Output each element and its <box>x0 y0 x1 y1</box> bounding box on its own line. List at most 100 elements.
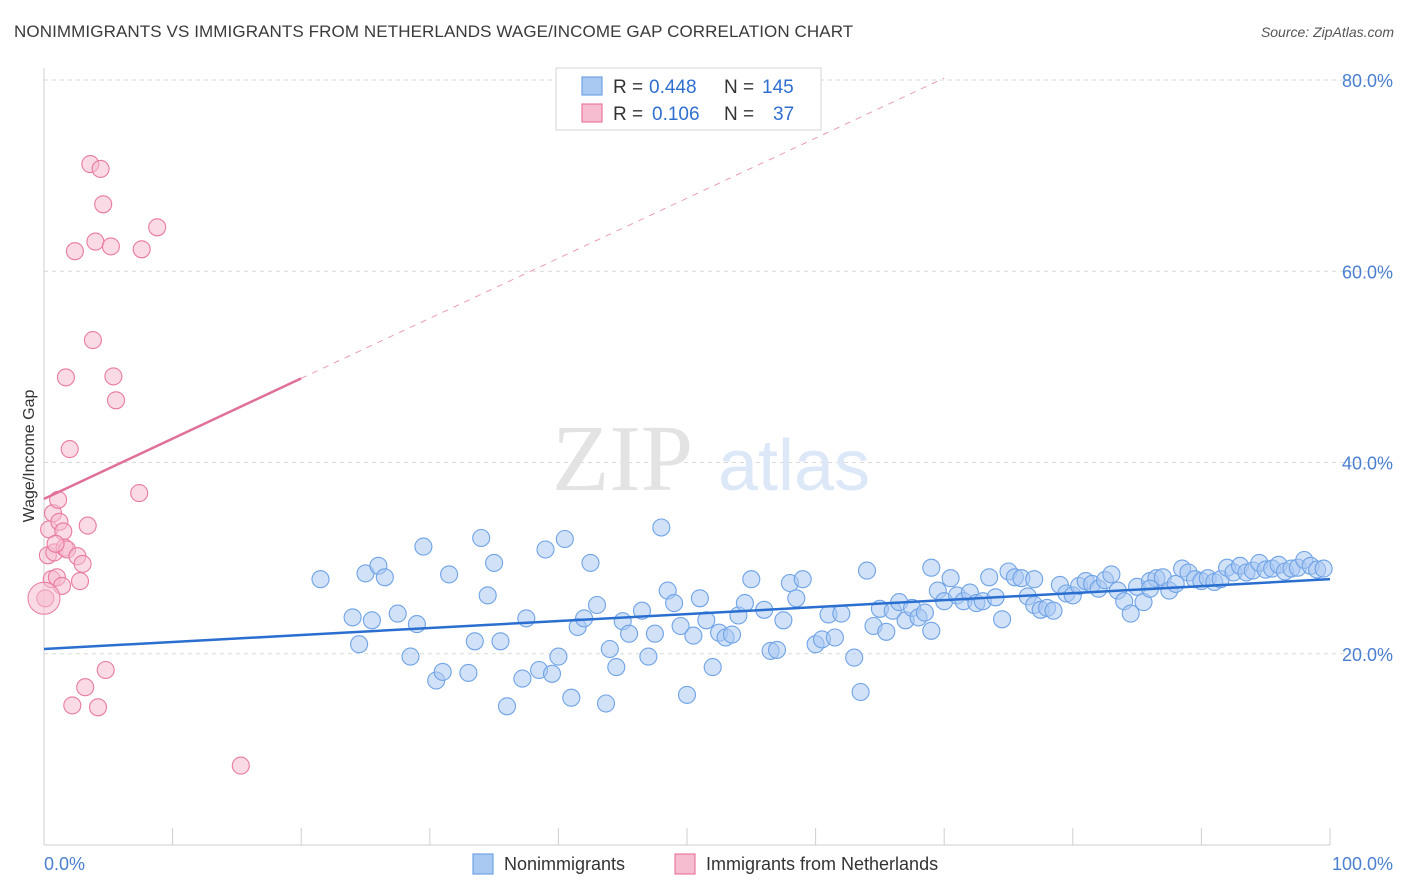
nonimmigrants-point <box>1121 604 1140 623</box>
nonimmigrants-point <box>735 594 754 613</box>
nonimmigrants-point <box>941 569 960 588</box>
nonimmigrants-point <box>877 622 896 641</box>
nonimmigrants-point <box>555 529 574 549</box>
nonimmigrants-point <box>562 688 581 707</box>
nonimmigrants-point <box>922 621 941 640</box>
legend-n-value-1: 145 <box>762 77 794 98</box>
nonimmigrants-point <box>401 647 420 666</box>
watermark-atlas: atlas <box>718 426 870 506</box>
immigrants-netherlands-point <box>91 159 110 178</box>
immigrants-netherlands-point <box>94 195 113 214</box>
nonimmigrants-point <box>388 604 407 623</box>
bottom-legend: Nonimmigrants Immigrants from Netherland… <box>472 853 938 875</box>
nonimmigrants-point <box>671 616 690 636</box>
nonimmigrants-point <box>980 568 999 587</box>
nonimmigrants-point <box>857 561 877 580</box>
nonimmigrants-point <box>581 553 600 572</box>
legend-swatch-pink <box>581 103 603 123</box>
nonimmigrants-point <box>742 570 761 589</box>
trend-line-immigrants-netherlands <box>43 377 302 500</box>
chart-title: NONIMMIGRANTS VS IMMIGRANTS FROM NETHERL… <box>14 22 854 41</box>
immigrants-netherlands-point <box>70 572 90 591</box>
nonimmigrants-point <box>632 601 652 620</box>
legend-n-label-2: N = <box>724 104 754 125</box>
nonimmigrants-point <box>491 632 510 651</box>
legend-swatch-blue <box>581 76 603 96</box>
nonimmigrants-point <box>845 648 864 667</box>
nonimmigrants-point <box>440 565 459 584</box>
bottom-legend-label-nonimmigrants: Nonimmigrants <box>504 854 625 874</box>
immigrants-netherlands-point <box>101 237 120 256</box>
immigrants-netherlands-point <box>104 367 123 386</box>
nonimmigrants-point <box>677 685 697 704</box>
immigrants-netherlands-point <box>83 331 102 350</box>
nonimmigrants-point <box>652 518 671 537</box>
nonimmigrants-point <box>513 669 532 688</box>
nonimmigrants-point <box>362 611 381 630</box>
y-axis-label: Wage/Income Gap <box>21 390 38 523</box>
immigrants-netherlands-point <box>63 696 82 715</box>
nonimmigrants-point <box>774 611 793 630</box>
nonimmigrants-point <box>1314 559 1333 578</box>
immigrants-netherlands-point <box>86 232 105 251</box>
series-nonimmigrants <box>311 518 1333 716</box>
immigrants-netherlands-point <box>56 368 75 387</box>
immigrants-netherlands-point <box>231 756 250 775</box>
immigrants-netherlands-point <box>46 534 65 553</box>
nonimmigrants-point <box>465 632 484 651</box>
legend-n-value-2: 37 <box>773 104 794 125</box>
x-tick-label-min: 0.0% <box>44 854 85 874</box>
source-label: Source: ZipAtlas.com <box>1260 24 1394 40</box>
legend-n-label-1: N = <box>724 77 754 98</box>
immigrants-netherlands-point <box>73 554 92 573</box>
x-tick-marks <box>43 828 1331 845</box>
nonimmigrants-point <box>684 626 703 645</box>
x-tick-label-max: 100.0% <box>1332 854 1393 874</box>
immigrants-netherlands-point <box>76 678 95 697</box>
nonimmigrants-point <box>549 647 568 666</box>
nonimmigrants-point <box>600 639 619 659</box>
nonimmigrants-point <box>793 570 812 589</box>
immigrants-netherlands-point <box>78 516 97 535</box>
nonimmigrants-point <box>375 568 394 587</box>
y-tick-label-40: 40.0% <box>1342 454 1393 474</box>
nonimmigrants-point <box>311 570 330 589</box>
bottom-legend-swatch-pink <box>674 853 696 875</box>
immigrants-netherlands-point <box>132 240 151 259</box>
nonimmigrants-point <box>414 537 433 556</box>
nonimmigrants-point <box>536 540 555 559</box>
immigrants-netherlands-point <box>96 660 115 680</box>
nonimmigrants-point <box>497 697 517 716</box>
nonimmigrants-point <box>459 663 478 682</box>
nonimmigrants-point <box>787 589 806 608</box>
trend-line-nonimmigrants <box>43 577 1331 651</box>
nonimmigrants-point <box>433 662 452 681</box>
nonimmigrants-point <box>993 610 1012 629</box>
legend-r-value-2: 0.106 <box>652 104 700 125</box>
nonimmigrants-point <box>915 603 934 622</box>
nonimmigrants-point <box>645 624 664 643</box>
nonimmigrants-point <box>587 595 607 615</box>
bottom-legend-label-immigrants: Immigrants from Netherlands <box>706 854 938 874</box>
watermark-zip: ZIP <box>552 407 693 511</box>
nonimmigrants-point <box>596 694 616 713</box>
y-tick-label-60: 60.0% <box>1342 262 1393 282</box>
immigrants-netherlands-point <box>106 391 126 410</box>
nonimmigrants-point <box>478 586 497 605</box>
nonimmigrants-point <box>832 604 851 623</box>
nonimmigrants-point <box>620 624 639 643</box>
nonimmigrants-point <box>703 658 722 677</box>
nonimmigrants-point <box>851 682 870 702</box>
nonimmigrants-point <box>722 625 742 644</box>
nonimmigrants-point <box>350 635 369 654</box>
immigrants-netherlands-point <box>88 698 108 717</box>
nonimmigrants-point <box>1044 601 1063 620</box>
nonimmigrants-point <box>665 594 684 613</box>
trend-line-immigrants-netherlands-extension <box>300 77 945 379</box>
nonimmigrants-point <box>639 647 658 666</box>
nonimmigrants-point <box>343 608 362 627</box>
nonimmigrants-point <box>607 658 626 677</box>
immigrants-netherlands-point <box>148 218 167 237</box>
immigrants-netherlands-point <box>130 484 149 503</box>
